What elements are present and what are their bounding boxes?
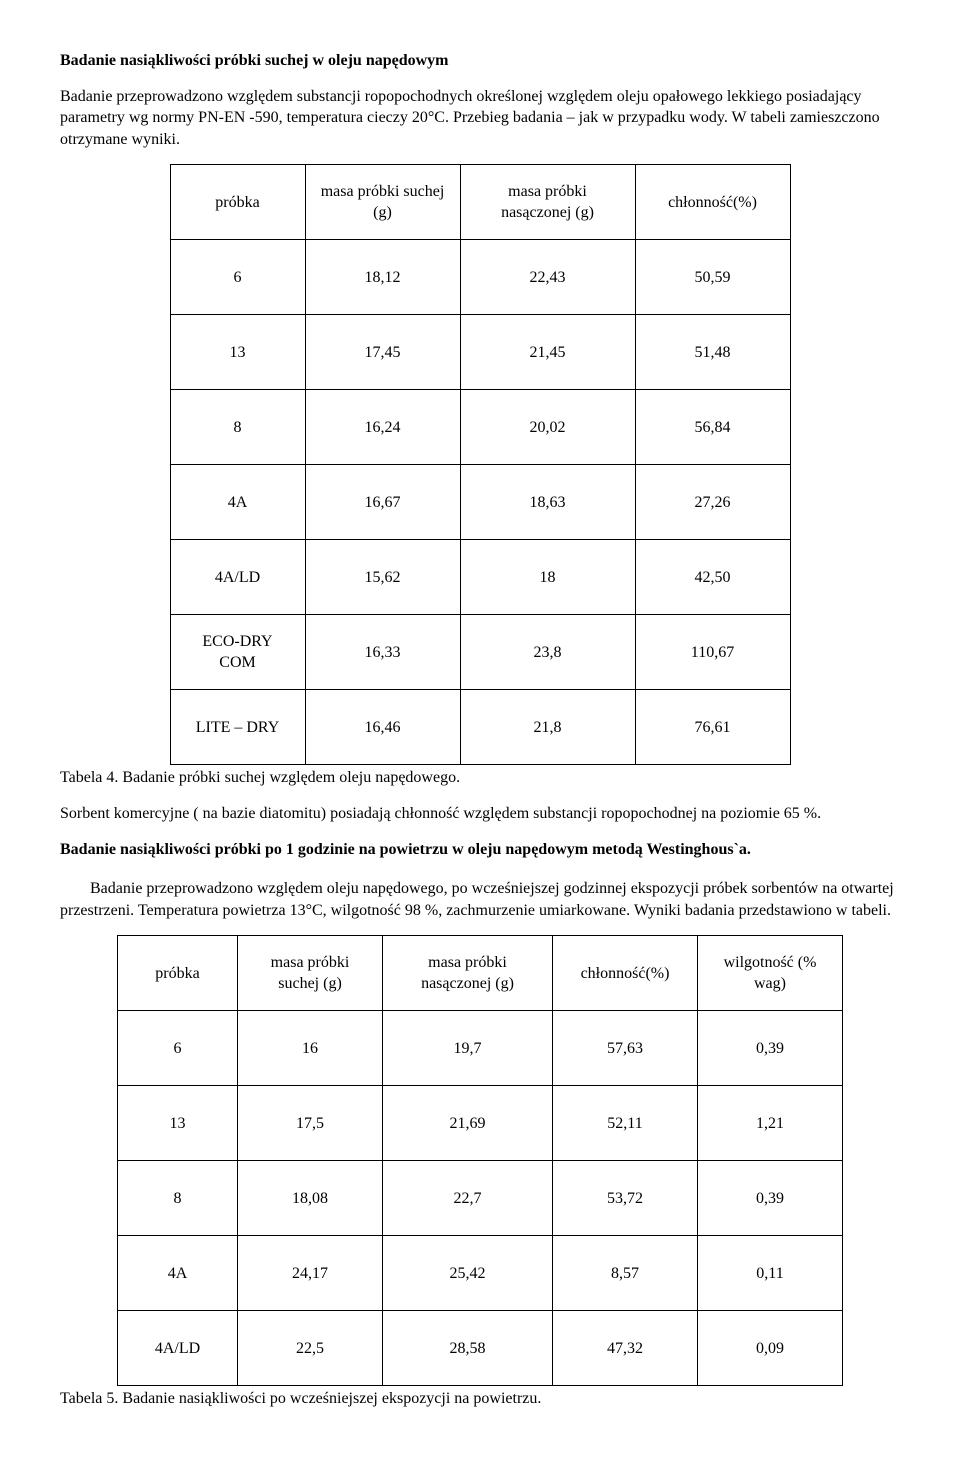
heading-1: Badanie nasiąkliwości próbki suchej w ol… (60, 50, 900, 72)
table-cell: 21,69 (383, 1086, 553, 1161)
table-cell: 4A/LD (118, 1311, 238, 1386)
table-cell: 13 (118, 1086, 238, 1161)
table-cell: 18,12 (305, 240, 460, 315)
table-header-cell: chłonność(%) (635, 165, 790, 240)
table-row: 618,1222,4350,59 (170, 240, 790, 315)
intro-paragraph-1: Badanie przeprowadzono względem substanc… (60, 86, 900, 151)
table-cell: 76,61 (635, 690, 790, 765)
table-row: 816,2420,0256,84 (170, 390, 790, 465)
table-header-cell: masa próbki suchej (g) (238, 936, 383, 1011)
table-header-cell: próbka (118, 936, 238, 1011)
table-cell: 0,39 (698, 1161, 843, 1236)
table-row: 4A24,1725,428,570,11 (118, 1236, 843, 1311)
table-row: 1317,521,6952,111,21 (118, 1086, 843, 1161)
table-cell: 52,11 (553, 1086, 698, 1161)
table-cell: 22,43 (460, 240, 635, 315)
table-cell: 51,48 (635, 315, 790, 390)
table-cell: 6 (170, 240, 305, 315)
table-cell: 20,02 (460, 390, 635, 465)
table-row: 4A/LD22,528,5847,320,09 (118, 1311, 843, 1386)
table-row: ECO-DRY COM16,3323,8110,67 (170, 615, 790, 690)
table-row: 4A/LD15,621842,50 (170, 540, 790, 615)
table-cell: 24,17 (238, 1236, 383, 1311)
table-cell: 56,84 (635, 390, 790, 465)
table-cell: 16,67 (305, 465, 460, 540)
table-cell: 110,67 (635, 615, 790, 690)
table-cell: 27,26 (635, 465, 790, 540)
table-cell: 28,58 (383, 1311, 553, 1386)
table-row: LITE – DRY16,4621,876,61 (170, 690, 790, 765)
table-cell: 18,08 (238, 1161, 383, 1236)
table-cell: 17,5 (238, 1086, 383, 1161)
heading-2: Badanie nasiąkliwości próbki po 1 godzin… (60, 839, 900, 861)
table-cell: 16,46 (305, 690, 460, 765)
table-5: próbkamasa próbki suchej (g)masa próbki … (117, 935, 843, 1386)
table-cell: LITE – DRY (170, 690, 305, 765)
table-cell: 21,45 (460, 315, 635, 390)
table-cell: 19,7 (383, 1011, 553, 1086)
table-cell: 4A (170, 465, 305, 540)
table-header-cell: próbka (170, 165, 305, 240)
table-cell: 42,50 (635, 540, 790, 615)
table-5-caption: Tabela 5. Badanie nasiąkliwości po wcześ… (60, 1388, 900, 1410)
table-cell: 23,8 (460, 615, 635, 690)
table-cell: 16 (238, 1011, 383, 1086)
table-cell: 13 (170, 315, 305, 390)
table-cell: 18 (460, 540, 635, 615)
table-header-cell: wilgotność (% wag) (698, 936, 843, 1011)
table-row: 1317,4521,4551,48 (170, 315, 790, 390)
table-cell: 6 (118, 1011, 238, 1086)
table-cell: 8,57 (553, 1236, 698, 1311)
table-cell: 21,8 (460, 690, 635, 765)
table-cell: ECO-DRY COM (170, 615, 305, 690)
table-cell: 8 (118, 1161, 238, 1236)
table-header-cell: masa próbki nasączonej (g) (383, 936, 553, 1011)
table-cell: 16,33 (305, 615, 460, 690)
mid-paragraph: Sorbent komercyjne ( na bazie diatomitu)… (60, 803, 900, 825)
table-cell: 53,72 (553, 1161, 698, 1236)
table-header-cell: chłonność(%) (553, 936, 698, 1011)
table-row: 818,0822,753,720,39 (118, 1161, 843, 1236)
table-cell: 18,63 (460, 465, 635, 540)
table-cell: 17,45 (305, 315, 460, 390)
table-cell: 4A/LD (170, 540, 305, 615)
table-4-caption: Tabela 4. Badanie próbki suchej względem… (60, 767, 900, 789)
table-cell: 22,7 (383, 1161, 553, 1236)
table-cell: 4A (118, 1236, 238, 1311)
table-cell: 0,39 (698, 1011, 843, 1086)
table-cell: 8 (170, 390, 305, 465)
table-row: 61619,757,630,39 (118, 1011, 843, 1086)
table-cell: 47,32 (553, 1311, 698, 1386)
table-cell: 22,5 (238, 1311, 383, 1386)
table-cell: 0,11 (698, 1236, 843, 1311)
table-row: 4A16,6718,6327,26 (170, 465, 790, 540)
table-cell: 0,09 (698, 1311, 843, 1386)
table-4: próbkamasa próbki suchej (g)masa próbki … (170, 164, 791, 765)
table-cell: 15,62 (305, 540, 460, 615)
table-header-cell: masa próbki nasączonej (g) (460, 165, 635, 240)
table-cell: 1,21 (698, 1086, 843, 1161)
table-cell: 50,59 (635, 240, 790, 315)
table-cell: 57,63 (553, 1011, 698, 1086)
table-header-cell: masa próbki suchej (g) (305, 165, 460, 240)
table-cell: 16,24 (305, 390, 460, 465)
intro-paragraph-2: Badanie przeprowadzono względem oleju na… (60, 878, 900, 921)
table-cell: 25,42 (383, 1236, 553, 1311)
